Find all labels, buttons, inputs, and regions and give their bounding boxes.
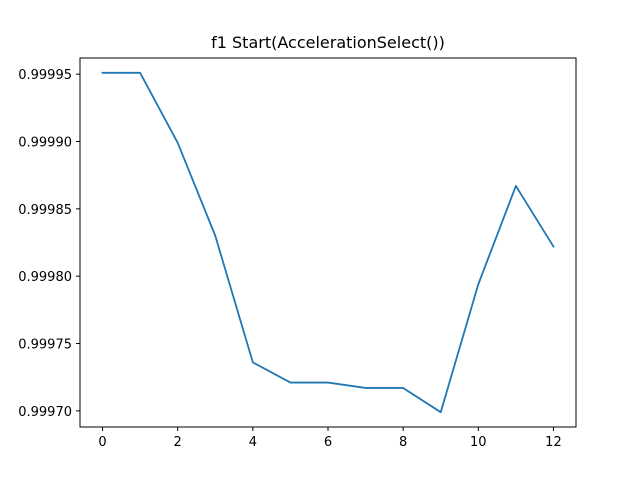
- x-axis: 0 2 4 6 8 10 12: [98, 427, 562, 450]
- y-tick-label: 0.99980: [18, 270, 72, 285]
- y-tick-label: 0.99995: [18, 68, 72, 83]
- y-tick-label: 0.99975: [18, 338, 72, 353]
- x-tick-label: 6: [324, 435, 332, 450]
- y-tick-label: 0.99985: [18, 203, 72, 218]
- x-tick-label: 0: [98, 435, 106, 450]
- series-line: [101, 71, 555, 414]
- chart-title: f1 Start(AccelerationSelect()): [211, 33, 445, 52]
- x-tick-label: 2: [174, 435, 182, 450]
- y-axis: 0.99970 0.99975 0.99980 0.99985 0.99990 0.999…: [18, 68, 80, 420]
- x-tick-label: 8: [399, 435, 407, 450]
- x-tick-label: 12: [545, 435, 562, 450]
- series-layer: [101, 71, 555, 414]
- plot-area-frame: [79, 57, 577, 428]
- x-tick-label: 10: [470, 435, 487, 450]
- y-tick-label: 0.99970: [18, 405, 72, 420]
- x-tick-label: 4: [249, 435, 257, 450]
- y-tick-label: 0.99990: [18, 135, 72, 150]
